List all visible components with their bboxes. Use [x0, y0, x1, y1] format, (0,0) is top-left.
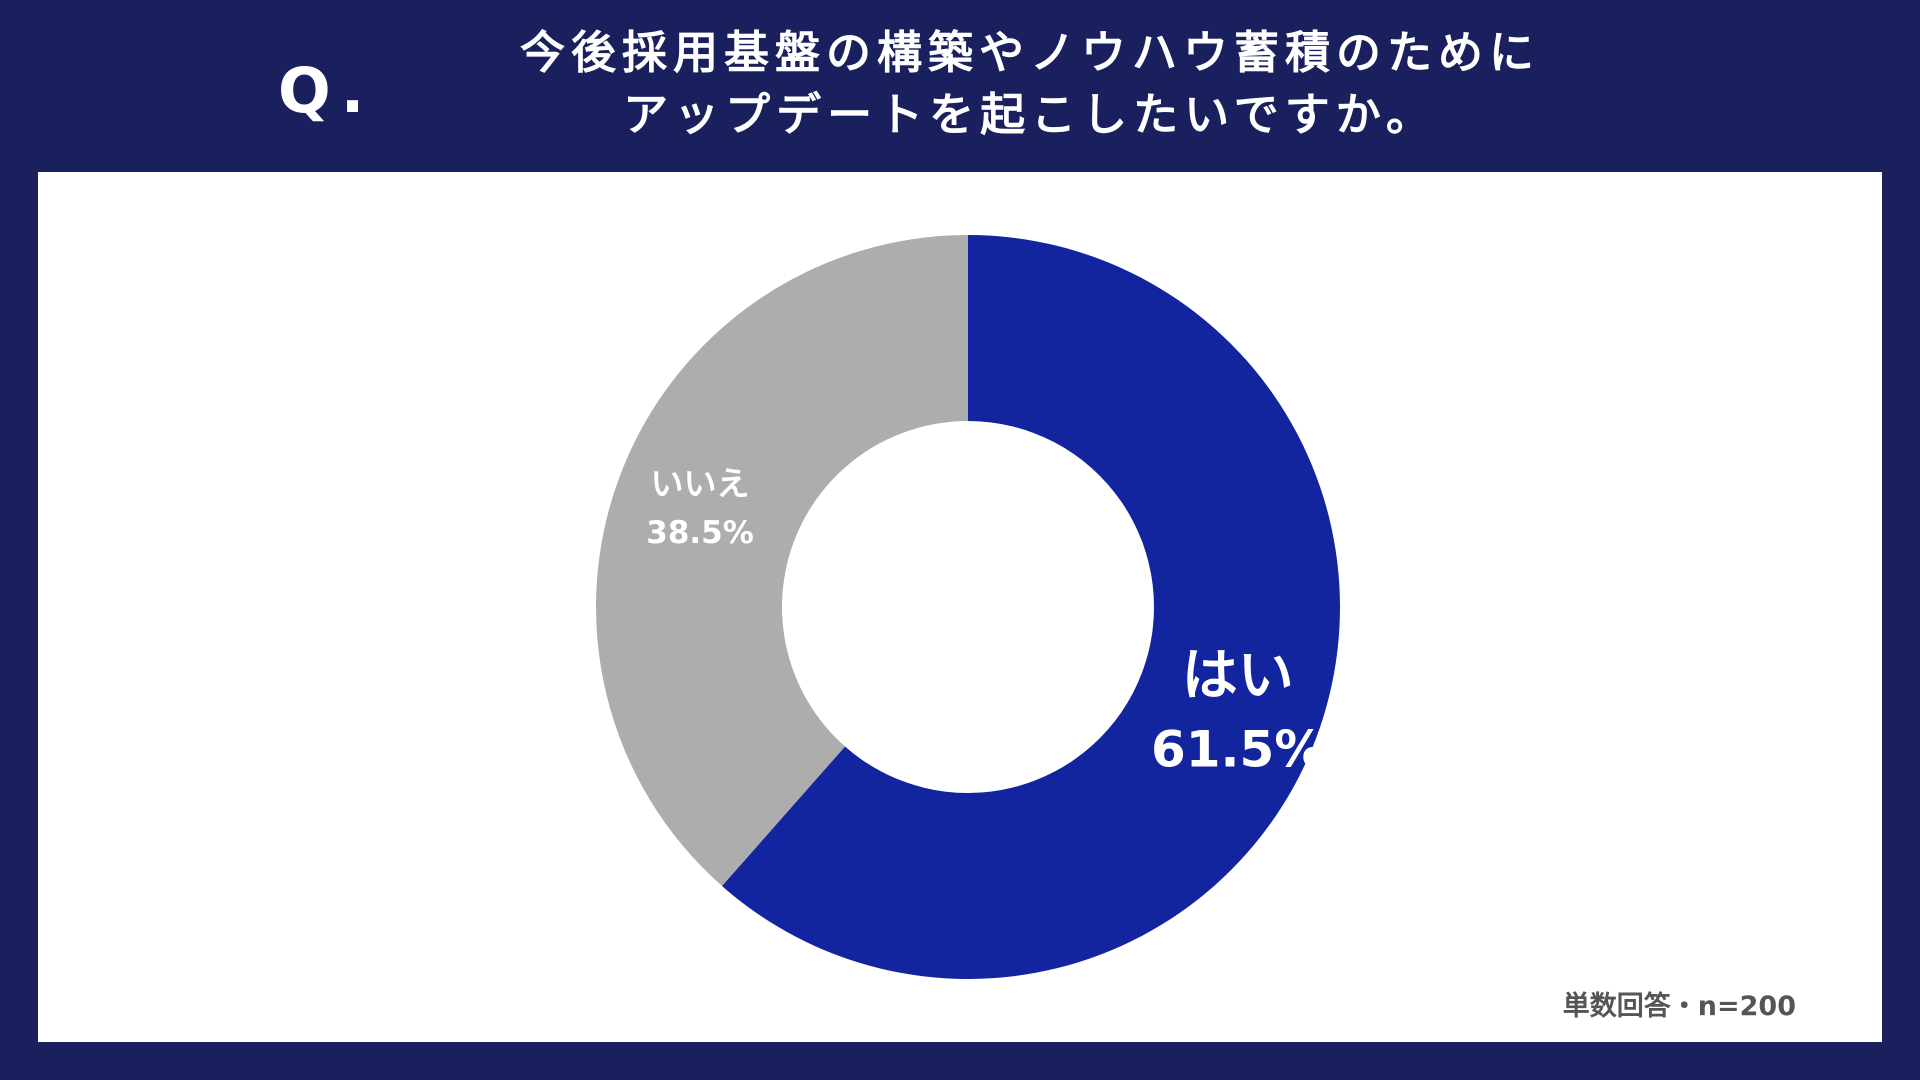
donut-slice-no: [596, 234, 968, 887]
question-title: 今後採用基盤の構築やノウハウ蓄積のために アップデートを起こしたいですか。: [420, 22, 1640, 146]
slice-value-yes: 61.5%: [1151, 720, 1324, 778]
donut-slice-yes: [721, 235, 1340, 979]
slice-value-no: 38.5%: [646, 515, 754, 551]
response-note: 単数回答・n=200: [1562, 991, 1796, 1022]
question-title-line-1: 今後採用基盤の構築やノウハウ蓄積のために: [519, 26, 1540, 79]
donut-chart: はい 61.5% いいえ 38.5%: [596, 234, 1340, 979]
question-title-line-2: アップデートを起こしたいですか。: [623, 88, 1437, 141]
slice-label-no: いいえ: [651, 464, 750, 503]
chart-panel: はい 61.5% いいえ 38.5% 単数回答・n=200: [38, 172, 1882, 1042]
question-header: Q. 今後採用基盤の構築やノウハウ蓄積のために アップデートを起こしたいですか。: [0, 0, 1920, 172]
question-mark: Q.: [278, 54, 375, 127]
slice-label-yes: はい: [1182, 644, 1294, 709]
